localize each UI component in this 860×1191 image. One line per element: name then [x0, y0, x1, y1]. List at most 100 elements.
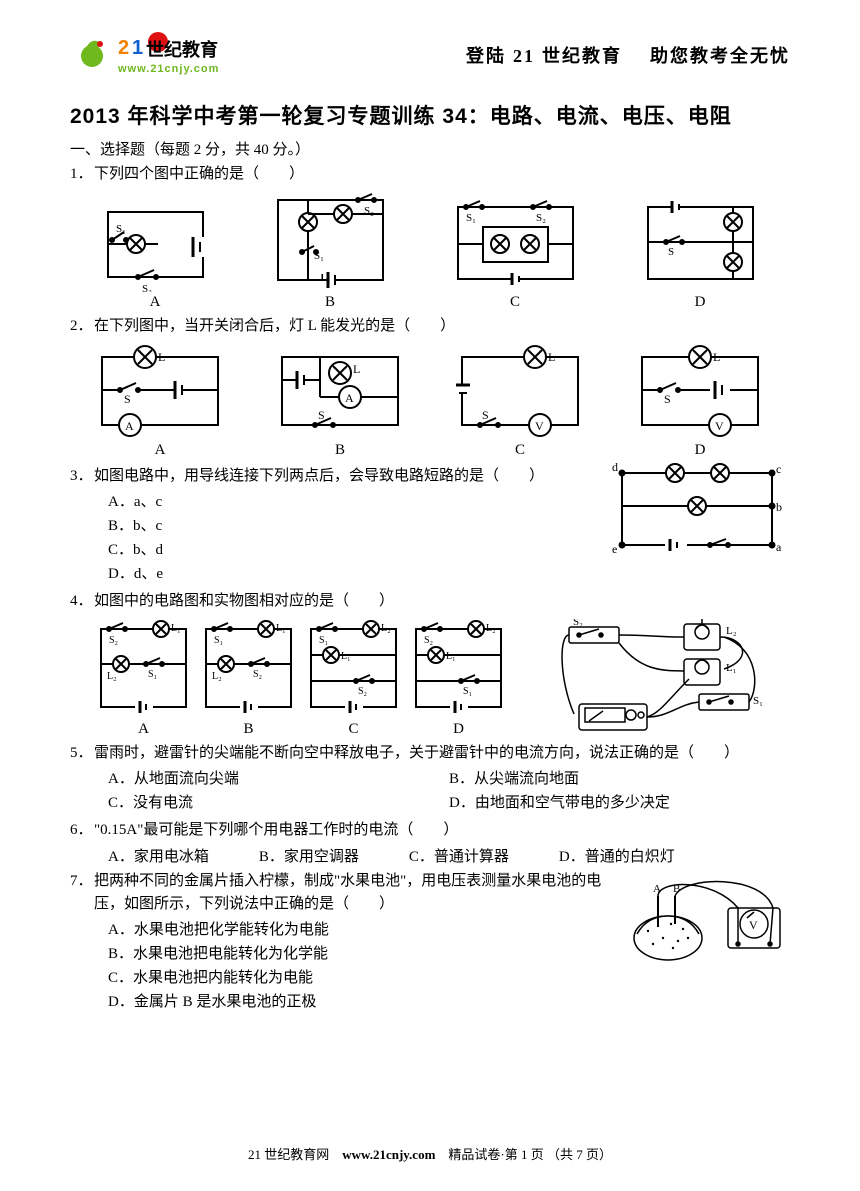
q6-text: "0.15A"最可能是下列哪个用电器工作时的电流（ ）	[94, 819, 790, 842]
q4-cap-b: B	[196, 721, 301, 738]
q6-options: A．家用电冰箱 B．家用空调器 C．普通计算器 D．普通的白炽灯	[108, 845, 790, 866]
q5-number: 5．	[70, 742, 94, 765]
svg-text:S₁: S₁	[319, 635, 328, 646]
svg-text:L: L	[713, 350, 720, 364]
q2-fig-c: L S V C	[450, 345, 590, 459]
svg-text:A: A	[345, 391, 354, 405]
q2-cap-b: B	[270, 442, 410, 459]
svg-text:S: S	[318, 408, 325, 422]
q5-opt-c: C．没有电流	[108, 791, 449, 815]
q5-text: 雷雨时，避雷针的尖端能不断向空中释放电子，关于避雷针中的电流方向，说法正确的是（…	[94, 742, 790, 765]
section-heading: 一、选择题（每题 2 分，共 40 分。）	[70, 138, 790, 159]
q3-opt-a: A．a、c	[108, 490, 610, 514]
svg-text:S: S	[482, 408, 489, 422]
svg-text:L: L	[353, 362, 360, 376]
q3-figure: d c b a e	[610, 461, 790, 561]
svg-text:www.21cnjy.com: www.21cnjy.com	[117, 63, 219, 75]
svg-text:S₁: S₁	[753, 695, 763, 707]
page-header: 2 1 世纪教育 www.21cnjy.com 登陆 21 世纪教育 助您教考全…	[70, 30, 790, 80]
question-5: 5． 雷雨时，避雷针的尖端能不断向空中释放电子，关于避雷针中的电流方向，说法正确…	[70, 742, 790, 765]
q2-text: 在下列图中，当开关闭合后，灯 L 能发光的是（ ）	[94, 315, 790, 338]
question-4: 4． 如图中的电路图和实物图相对应的是（ ）	[70, 590, 790, 613]
svg-text:S₂: S₂	[253, 669, 262, 680]
q6-opt-c: C．普通计算器	[409, 845, 509, 866]
page-footer: 21 世纪教育网 www.21cnjy.com 精品试卷·第 1 页 （共 7 …	[0, 1144, 860, 1163]
header-slogan: 登陆 21 世纪教育 助您教考全无忧	[466, 42, 790, 68]
q3-number: 3．	[70, 465, 94, 488]
q4-text: 如图中的电路图和实物图相对应的是（ ）	[94, 590, 790, 613]
q6-opt-a: A．家用电冰箱	[108, 845, 209, 866]
q2-number: 2．	[70, 315, 94, 338]
footer-right: 精品试卷·第 1 页 （共 7 页）	[448, 1147, 612, 1162]
svg-text:L₁: L₁	[341, 651, 351, 662]
q3-options: A．a、c B．b、c C．b、d D．d、e	[108, 490, 610, 586]
q4-figures: S₂ L₁ L₂ S₁ A S₁	[70, 619, 790, 738]
q7-opt-d: D．金属片 B 是水果电池的正极	[108, 990, 620, 1014]
question-7: 7． 把两种不同的金属片插入柠檬，制成"水果电池"，用电压表测量水果电池的电压，…	[70, 870, 620, 917]
header-mid: 世纪教育	[542, 46, 622, 66]
svg-text:V: V	[535, 419, 544, 433]
q3-opt-c: C．b、d	[108, 538, 610, 562]
svg-text:S₁: S₁	[466, 212, 476, 224]
q1-figures: S₁ S₂ A S₁	[70, 192, 790, 311]
svg-text:S₁: S₁	[148, 669, 157, 680]
svg-text:b: b	[776, 500, 782, 514]
svg-text:S₁: S₁	[314, 250, 324, 262]
q1-text: 下列四个图中正确的是（ ）	[94, 163, 790, 186]
svg-text:2: 2	[118, 37, 129, 59]
q4-fig-a: S₂ L₁ L₂ S₁ A	[91, 619, 196, 738]
svg-text:世纪教育: 世纪教育	[146, 39, 218, 60]
q5-options: A．从地面流向尖端 B．从尖端流向地面 C．没有电流 D．由地面和空气带电的多少…	[108, 767, 790, 815]
question-6: 6． "0.15A"最可能是下列哪个用电器工作时的电流（ ）	[70, 819, 790, 842]
q2-cap-d: D	[630, 442, 770, 459]
q3-opt-b: B．b、c	[108, 514, 610, 538]
q5-opt-a: A．从地面流向尖端	[108, 767, 449, 791]
svg-text:e: e	[612, 542, 617, 556]
svg-text:a: a	[776, 540, 782, 554]
svg-text:S₁: S₁	[116, 223, 126, 235]
q2-fig-b: L A S B	[270, 345, 410, 459]
q7-number: 7．	[70, 870, 94, 893]
q2-fig-d: L S V D	[630, 345, 770, 459]
q1-fig-b: S₁ S₂ B	[268, 192, 393, 311]
q4-fig-d: S₂ L₂ L₁ S₁ D	[406, 619, 511, 738]
header-suffix: 助您教考全无忧	[650, 46, 790, 66]
q4-number: 4．	[70, 590, 94, 613]
footer-url: www.21cnjy.com	[342, 1147, 435, 1162]
q1-cap-d: D	[638, 294, 763, 311]
svg-text:L: L	[158, 350, 165, 364]
question-2: 2． 在下列图中，当开关闭合后，灯 L 能发光的是（ ）	[70, 315, 790, 338]
svg-text:L₂: L₂	[726, 625, 737, 637]
svg-text:S₂: S₂	[109, 635, 118, 646]
q4-cap-d: D	[406, 721, 511, 738]
svg-text:L₁: L₁	[276, 623, 286, 634]
document-title: 2013 年科学中考第一轮复习专题训练 34：电路、电流、电压、电阻	[70, 100, 790, 130]
svg-text:S₂: S₂	[142, 283, 152, 292]
q4-cap-a: A	[91, 721, 196, 738]
logo-svg: 2 1 世纪教育 www.21cnjy.com	[70, 30, 265, 80]
q2-cap-c: C	[450, 442, 590, 459]
q1-cap-a: A	[98, 294, 213, 311]
q1-cap-b: B	[268, 294, 393, 311]
svg-text:L₁: L₁	[171, 623, 181, 634]
svg-text:c: c	[776, 462, 781, 476]
q6-opt-b: B．家用空调器	[259, 845, 359, 866]
header-prefix: 登陆	[466, 46, 506, 66]
svg-text:L: L	[548, 350, 555, 364]
svg-text:L₂: L₂	[107, 671, 117, 682]
q4-fig-c: S₁ L₂ L₁ S₂ C	[301, 619, 406, 738]
q1-cap-c: C	[448, 294, 583, 311]
q2-figures: L S A A L A	[70, 345, 790, 459]
svg-text:L₂: L₂	[212, 671, 222, 682]
question-1: 1． 下列四个图中正确的是（ ）	[70, 163, 790, 186]
question-3: 3． 如图电路中，用导线连接下列两点后，会导致电路短路的是（ ）	[70, 465, 610, 488]
q7-options: A．水果电池把化学能转化为电能 B．水果电池把电能转化为化学能 C．水果电池把内…	[108, 918, 620, 1014]
q6-opt-d: D．普通的白炽灯	[559, 845, 675, 866]
svg-text:S₂: S₂	[573, 619, 583, 628]
question-3-wrap: 3． 如图电路中，用导线连接下列两点后，会导致电路短路的是（ ） A．a、c B…	[70, 461, 790, 586]
svg-text:L₁: L₁	[446, 651, 456, 662]
q1-fig-d: S D	[638, 197, 763, 311]
svg-text:L₂: L₂	[381, 623, 391, 634]
svg-text:S: S	[664, 392, 671, 406]
question-7-wrap: 7． 把两种不同的金属片插入柠檬，制成"水果电池"，用电压表测量水果电池的电压，…	[70, 866, 790, 1015]
